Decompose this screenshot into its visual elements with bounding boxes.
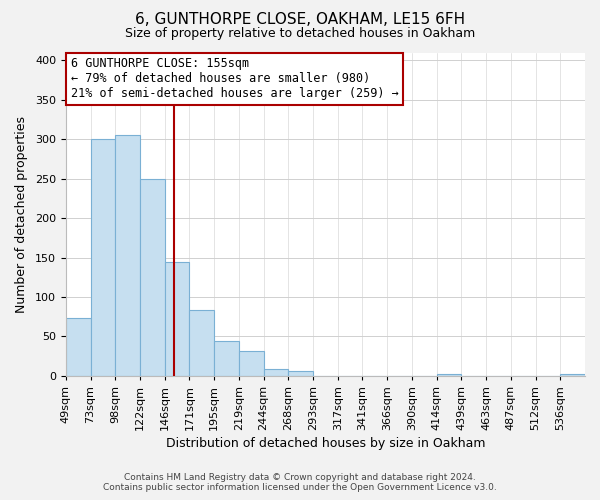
Bar bbox=[190, 310, 214, 376]
Bar bbox=[164, 262, 190, 376]
Bar bbox=[115, 136, 140, 376]
Bar bbox=[289, 371, 313, 376]
Text: 6, GUNTHORPE CLOSE, OAKHAM, LE15 6FH: 6, GUNTHORPE CLOSE, OAKHAM, LE15 6FH bbox=[135, 12, 465, 28]
Bar bbox=[437, 374, 461, 376]
Bar bbox=[140, 178, 164, 376]
Text: Contains HM Land Registry data © Crown copyright and database right 2024.
Contai: Contains HM Land Registry data © Crown c… bbox=[103, 473, 497, 492]
Bar bbox=[214, 341, 239, 376]
Y-axis label: Number of detached properties: Number of detached properties bbox=[15, 116, 28, 312]
X-axis label: Distribution of detached houses by size in Oakham: Distribution of detached houses by size … bbox=[166, 437, 485, 450]
Bar bbox=[91, 140, 115, 376]
Text: 6 GUNTHORPE CLOSE: 155sqm
← 79% of detached houses are smaller (980)
21% of semi: 6 GUNTHORPE CLOSE: 155sqm ← 79% of detac… bbox=[71, 58, 399, 100]
Text: Size of property relative to detached houses in Oakham: Size of property relative to detached ho… bbox=[125, 28, 475, 40]
Bar bbox=[66, 318, 91, 376]
Bar bbox=[560, 374, 585, 376]
Bar bbox=[239, 350, 263, 376]
Bar bbox=[263, 369, 289, 376]
